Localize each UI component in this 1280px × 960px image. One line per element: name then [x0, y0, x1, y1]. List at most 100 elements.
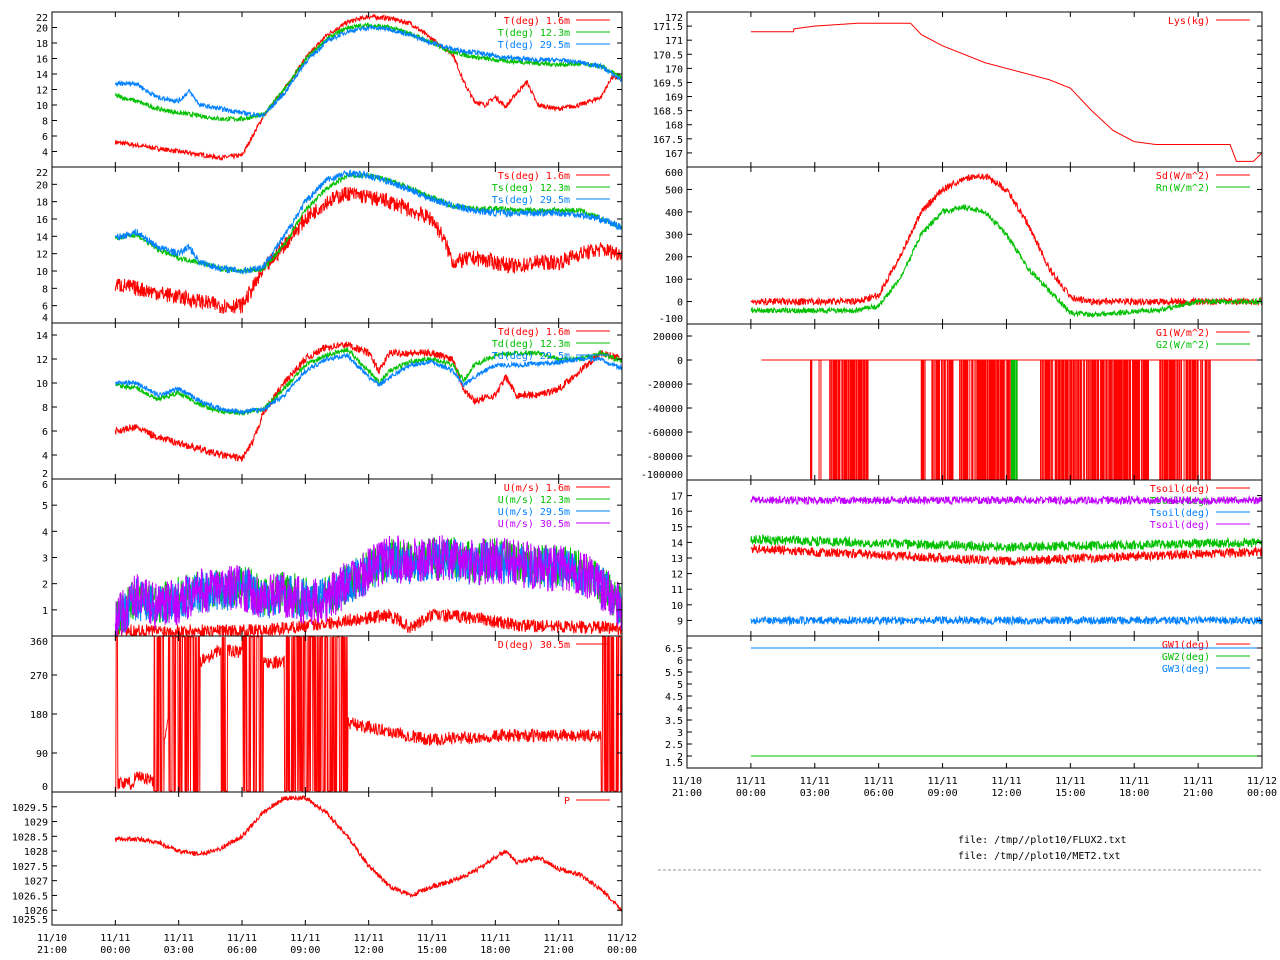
legend-label: P [564, 796, 570, 807]
series-lysimeter-0 [750, 22, 1262, 162]
series-soil-temperature-1 [750, 534, 1262, 554]
x-tick-label: 11/11 00:00 [736, 776, 766, 799]
y-tick-label: 0 [677, 356, 683, 367]
legend-label: T(deg) 12.3m [498, 28, 570, 39]
y-tick-label: 300 [665, 230, 683, 241]
y-tick-label: 1026.5 [12, 891, 48, 902]
legend-label: U(m/s) 12.3m [498, 495, 570, 506]
x-tick-label: 11/11 15:00 [1055, 776, 1085, 799]
y-tick-label: 270 [30, 671, 48, 682]
y-tick-label: 360 [30, 637, 48, 648]
panel-soil-temperature: Tsoil(deg)Tsoil(deg)Tsoil(deg)Tsoil(deg)… [671, 479, 1263, 637]
y-tick-label: 16 [36, 55, 48, 66]
series-line [750, 203, 1262, 319]
legend-label: Td(deg) 12.3m [492, 339, 570, 350]
y-tick-label: 16 [36, 215, 48, 226]
legend-label: Tsoil(deg) [1150, 484, 1210, 495]
series-radiation-1 [750, 203, 1262, 319]
y-tick-label: 10 [36, 267, 48, 278]
series-line [114, 608, 622, 636]
series-line [114, 24, 622, 119]
series-wind-direction-0 [115, 636, 622, 792]
legend-label: U(m/s) 30.5m [498, 519, 570, 530]
plot-frame [51, 791, 623, 926]
y-tick-label: -100 [659, 314, 683, 325]
y-tick-label: 14 [671, 538, 683, 549]
y-tick-label: -80000 [647, 452, 683, 463]
legend-label: G1(W/m^2) [1156, 328, 1210, 339]
y-tick-label: 170 [665, 64, 683, 75]
y-tick-label: 2 [677, 752, 683, 763]
x-tick-label: 11/11 03:00 [800, 776, 830, 799]
series-dewpoint-temperature-1 [115, 347, 622, 416]
series-line [750, 172, 1262, 307]
series-surface-temperature-2 [114, 169, 622, 275]
x-tick-label: 11/11 12:00 [354, 933, 384, 956]
y-tick-label: 18 [36, 198, 48, 209]
y-tick-label: 171 [665, 36, 683, 47]
y-tick-label: 20 [36, 24, 48, 35]
y-tick-label: 167 [665, 149, 683, 160]
series-line [115, 352, 622, 415]
y-tick-label: 172 [665, 13, 683, 24]
y-tick-label: 100 [665, 275, 683, 286]
y-tick-label: 0 [42, 782, 48, 793]
series-soil-temperature-3 [750, 494, 1262, 506]
legend-label: Td(deg) 29.5m [492, 351, 570, 362]
series-wind-speed-3 [114, 535, 622, 636]
legend-label: Ts(deg) 29.5m [492, 195, 570, 206]
x-tick-label: 11/11 18:00 [1119, 776, 1149, 799]
series-soil-temperature-2 [750, 614, 1262, 627]
series-air-temperature-2 [114, 24, 622, 119]
series-line [114, 169, 622, 275]
series-surface-temperature-0 [114, 186, 622, 314]
y-tick-label: 20000 [653, 332, 683, 343]
panel-wind-speed: U(m/s) 1.6mU(m/s) 12.3mU(m/s) 29.5mU(m/s… [42, 478, 623, 637]
y-tick-label: 1.5 [665, 758, 683, 769]
file-label-flux: file: /tmp//plot10/FLUX2.txt [958, 835, 1127, 846]
legend-label: GW2(deg) [1162, 652, 1210, 663]
x-tick-label: 11/12 00:00 [1247, 776, 1277, 799]
y-tick-label: 12 [36, 86, 48, 97]
legend-label: G2(W/m^2) [1156, 340, 1210, 351]
series-air-temperature-0 [114, 13, 622, 161]
y-tick-label: 4 [677, 704, 683, 715]
legend-label: D(deg) 30.5m [498, 640, 570, 651]
y-tick-label: 1029 [24, 818, 48, 829]
y-tick-label: 1027 [24, 877, 48, 888]
x-tick-label: 11/11 21:00 [1183, 776, 1213, 799]
y-tick-label: 2 [42, 469, 48, 480]
legend-label: Rn(W/m^2) [1156, 183, 1210, 194]
y-tick-label: 200 [665, 253, 683, 264]
y-tick-label: 168 [665, 121, 683, 132]
panel-groundwater: GW1(deg)GW2(deg)GW3(deg)1.522.533.544.55… [665, 635, 1277, 799]
y-tick-label: 4 [42, 451, 48, 462]
y-tick-label: 13 [671, 554, 683, 565]
series-line [750, 614, 1262, 627]
y-tick-label: 169.5 [653, 78, 683, 89]
x-tick-label: 11/11 00:00 [100, 933, 130, 956]
y-tick-label: 1028 [24, 847, 48, 858]
y-tick-label: 22 [36, 13, 48, 24]
y-tick-label: 1029.5 [12, 803, 48, 814]
x-tick-label: 11/11 15:00 [417, 933, 447, 956]
y-tick-label: 169 [665, 93, 683, 104]
y-tick-label: 4 [42, 148, 48, 159]
y-tick-label: 8 [42, 403, 48, 414]
legend-label: Tsoil(deg) [1150, 520, 1210, 531]
y-tick-label: 6 [42, 132, 48, 143]
x-tick-label: 11/11 06:00 [864, 776, 894, 799]
y-tick-label: 10 [36, 379, 48, 390]
y-tick-label: 14 [36, 331, 48, 342]
y-tick-label: 500 [665, 185, 683, 196]
y-tick-label: 5 [677, 680, 683, 691]
panel-lysimeter: Lys(kg) 167 167.5 168 168.5 169 169.5 170 170.5 1… [653, 11, 1263, 168]
y-tick-label: 4 [42, 313, 48, 324]
y-tick-label: 180 [30, 710, 48, 721]
y-tick-label: 6.5 [665, 644, 683, 655]
panel-radiation: Sd(W/m^2)Rn(W/m^2) -100 0 100 200 300 400 500 60… [659, 166, 1263, 325]
series-line [750, 534, 1262, 554]
x-tick-label: 11/10 21:00 [37, 933, 67, 956]
x-tick-label: 11/11 09:00 [928, 776, 958, 799]
